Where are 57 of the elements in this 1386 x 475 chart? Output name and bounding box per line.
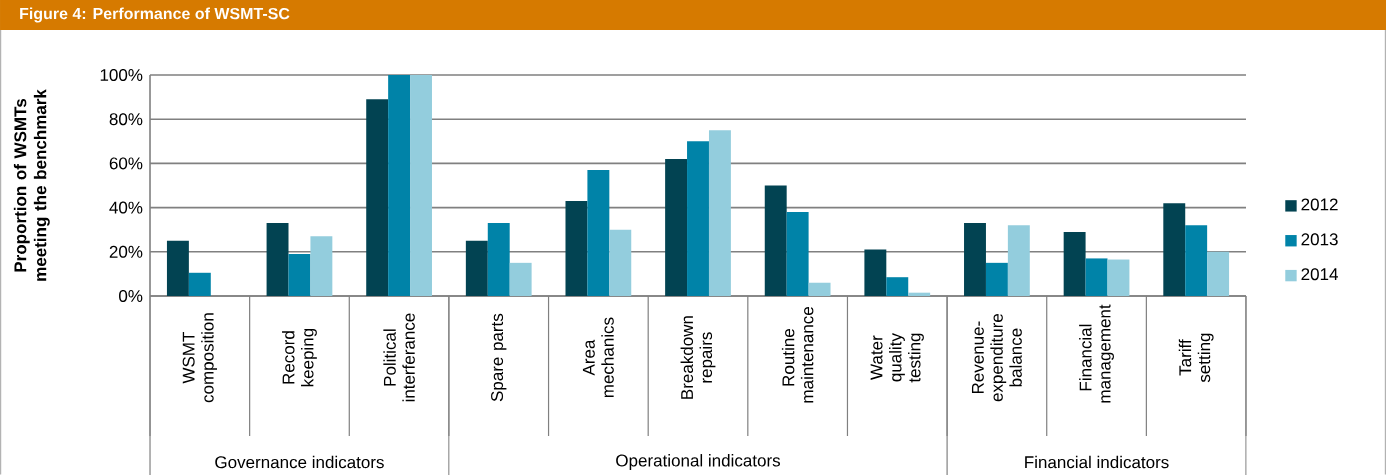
x-tick-label: Political interferance	[383, 313, 415, 402]
y-tick-label: 60%	[109, 157, 143, 170]
text: Financial indicators	[1025, 455, 1169, 469]
text: Operational indicators	[616, 454, 781, 470]
bar	[764, 185, 787, 296]
bar	[509, 262, 532, 296]
x-tick-label: Routine maintenance	[781, 307, 814, 403]
bar	[1107, 259, 1130, 296]
bar	[1185, 225, 1208, 296]
bar	[366, 99, 389, 296]
bar	[388, 74, 411, 296]
bar	[687, 141, 709, 296]
bar	[1085, 258, 1108, 296]
bar	[288, 254, 311, 296]
bar	[864, 249, 887, 296]
bar	[808, 282, 831, 296]
y-tick-label: 80%	[109, 113, 143, 126]
bar	[487, 223, 510, 296]
x-tick-label: Water quality testing	[870, 333, 924, 383]
bar	[166, 240, 189, 296]
bar	[665, 158, 688, 296]
x-tick-label: Tariff setting	[1178, 333, 1214, 383]
x-tick-label: Financial management	[1079, 304, 1114, 403]
bar	[609, 229, 632, 296]
text: Governance indicators	[215, 455, 384, 469]
x-tick-label: WSMT composition	[182, 313, 218, 403]
x-tick-label: Revenue-expenditure balance	[971, 313, 1022, 402]
bar	[1063, 231, 1086, 296]
bar	[565, 200, 588, 296]
y-tick-label: 40%	[109, 201, 143, 214]
bar	[1163, 203, 1186, 296]
y-tick-label: 20%	[109, 245, 143, 258]
bar	[786, 212, 809, 296]
y-tick-label: 100%	[100, 68, 143, 81]
bar	[188, 272, 211, 296]
bar	[708, 130, 731, 296]
legend-label: 2013	[1301, 233, 1338, 246]
bar	[410, 74, 432, 296]
x-tick-label: Record keeping	[282, 328, 317, 387]
bar	[465, 240, 488, 296]
x-tick-label: Breakdown repairs	[680, 316, 716, 399]
bar	[1007, 225, 1030, 296]
bar	[587, 170, 610, 296]
bar	[964, 223, 986, 296]
y-axis-title: Proportion of WSMTs meeting the benchmark	[13, 89, 50, 281]
x-tick-label: Area mechanics	[582, 317, 614, 398]
x-tick-label: Spare parts	[491, 313, 507, 402]
bar	[985, 262, 1008, 296]
bar	[266, 223, 289, 296]
chart-title: Figure 4: Performance of WSMT-SC	[20, 7, 290, 23]
bar	[908, 292, 931, 296]
bar	[886, 277, 909, 296]
bar	[310, 236, 333, 296]
legend-label: 2014	[1301, 268, 1338, 281]
legend-label: 2012	[1301, 198, 1338, 211]
y-tick-label: 0%	[119, 289, 143, 302]
bar	[1207, 251, 1230, 296]
